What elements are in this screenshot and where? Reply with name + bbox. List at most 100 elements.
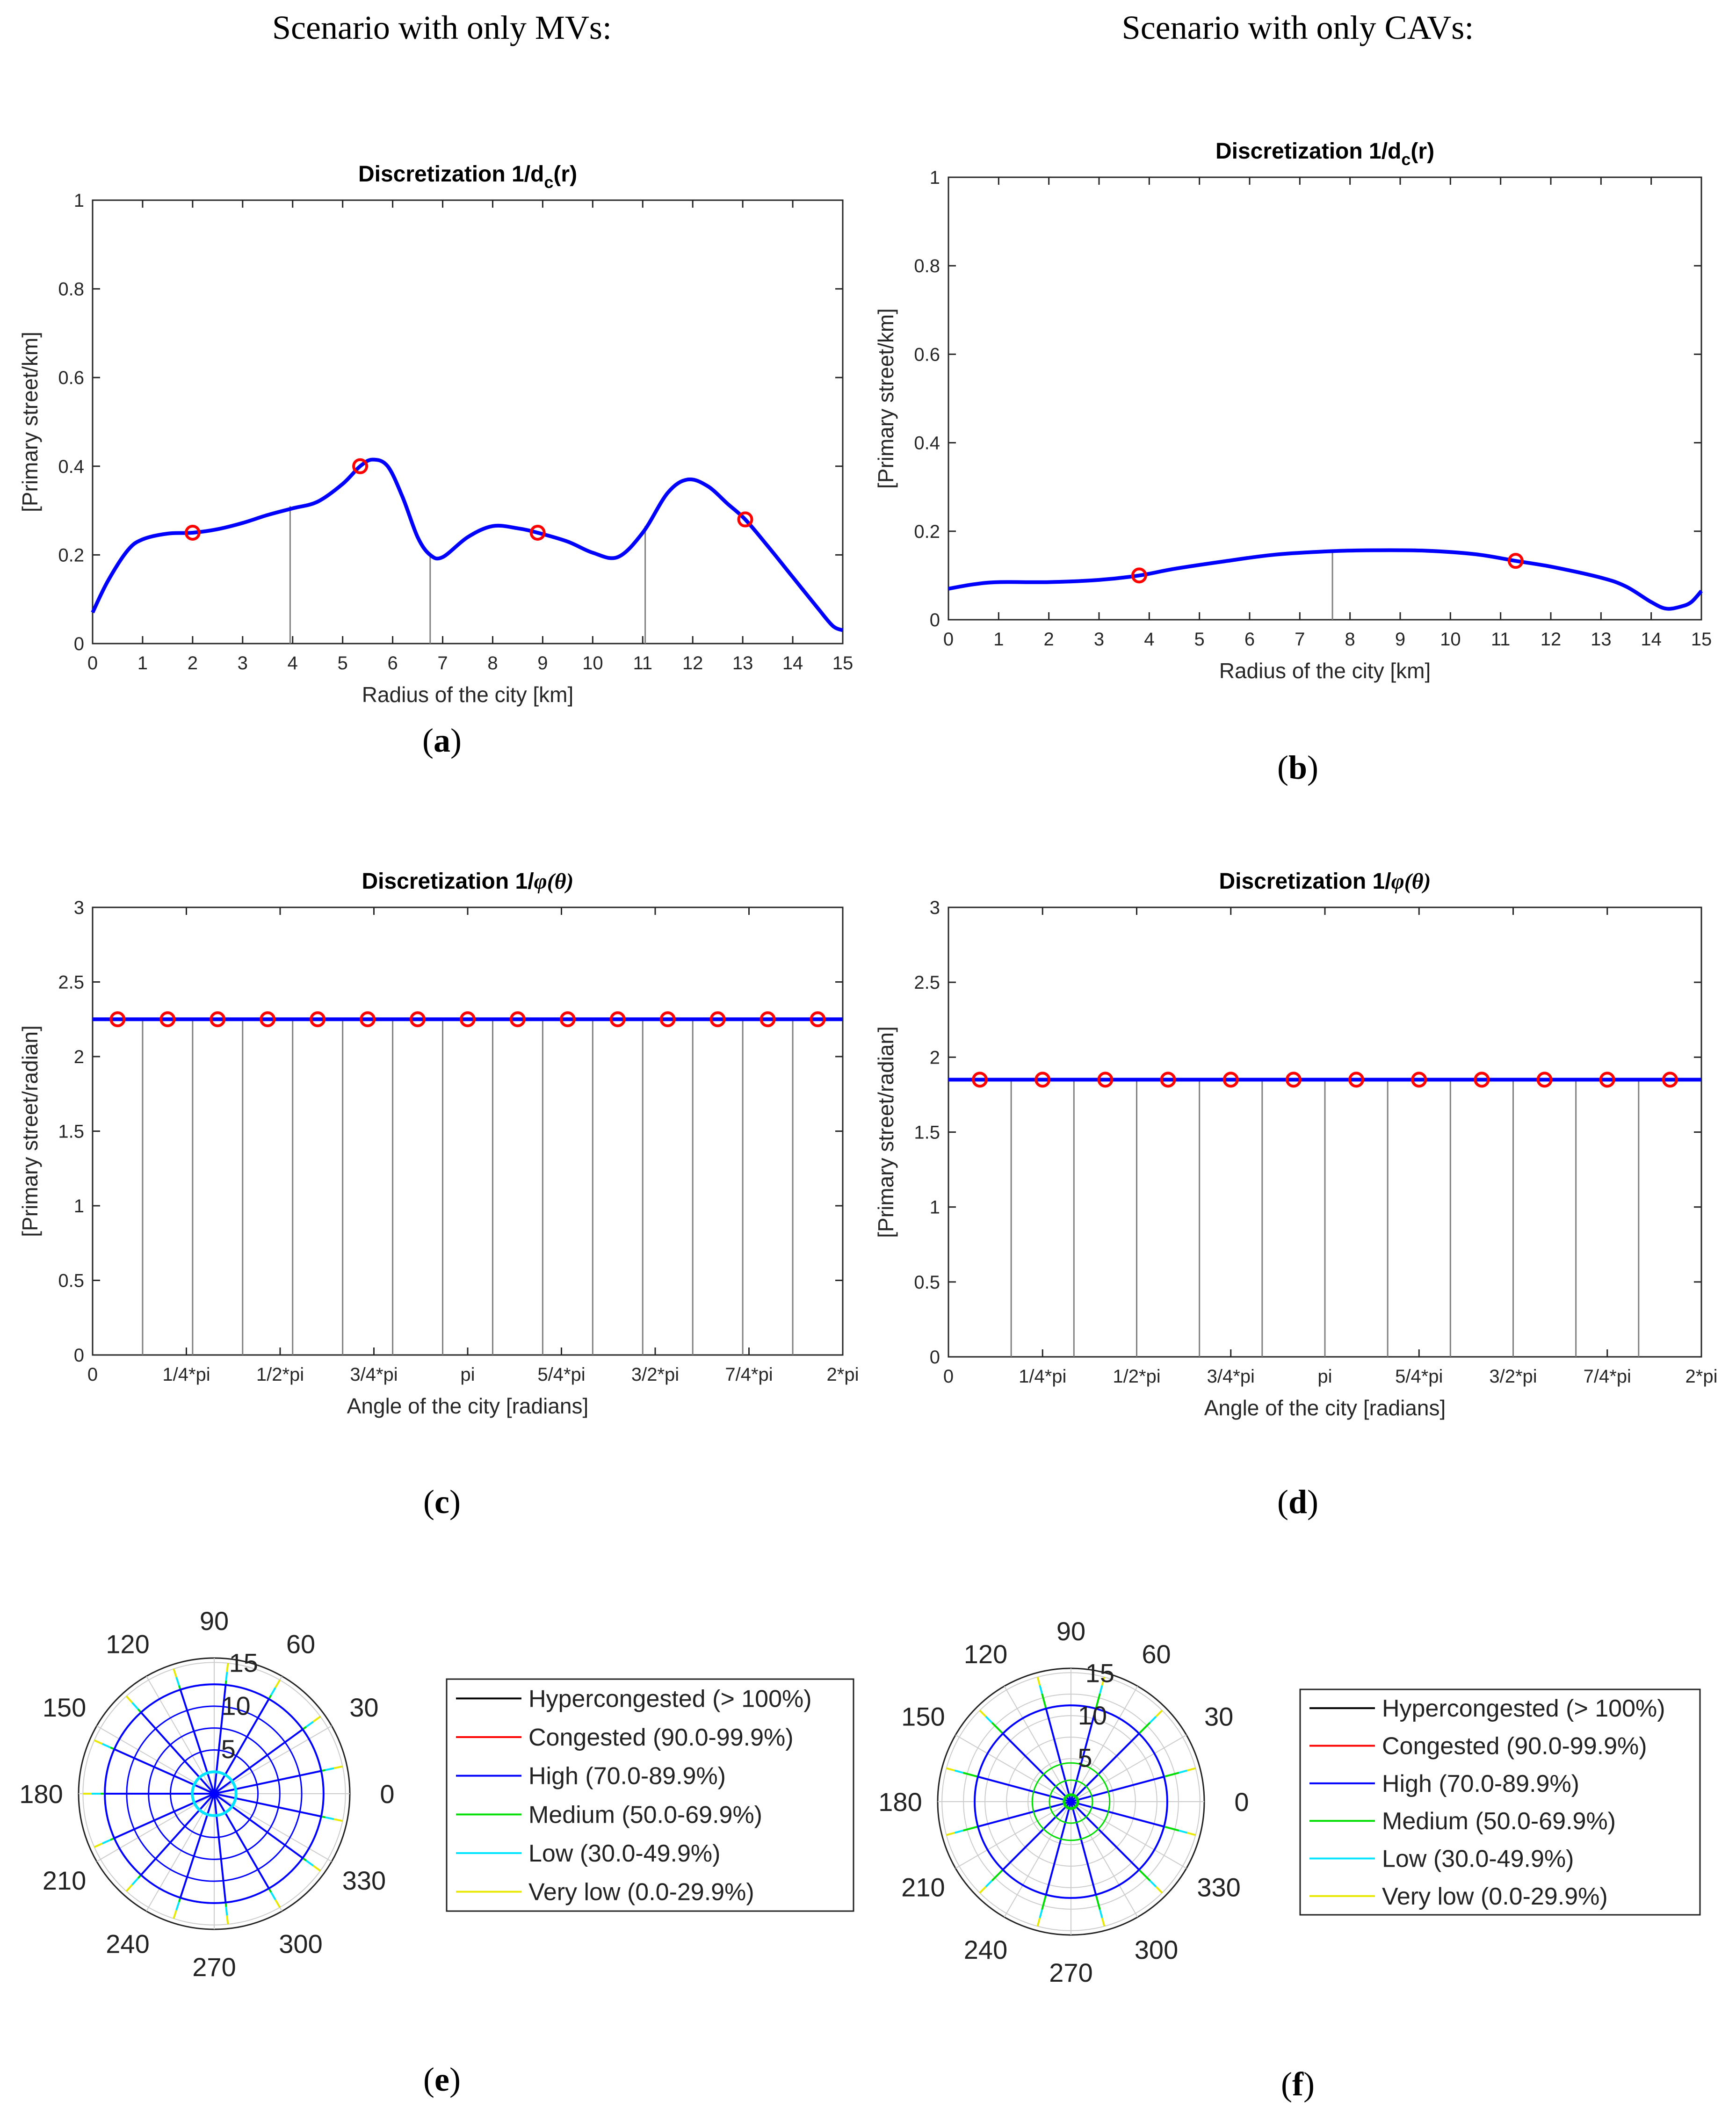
series-line: [948, 548, 1703, 611]
legend-entry-label: Low (30.0-49.9%): [528, 1840, 720, 1867]
y-tick-label: 0.8: [58, 279, 84, 300]
x-tick-label: 3: [1094, 629, 1104, 650]
polar-data-spoke: [1138, 1722, 1151, 1734]
polar-angle-label: 120: [106, 1630, 149, 1659]
polar-ring-street: [1049, 1779, 1093, 1824]
paren: ): [449, 2061, 461, 2098]
x-tick-label: 11: [1491, 629, 1511, 650]
y-tick-label: 3: [930, 898, 940, 918]
polar-data-spoke: [1101, 1918, 1106, 1927]
polar-data-spoke: [275, 1679, 281, 1688]
polar-data-spoke: [125, 1884, 133, 1892]
y-tick-label: 0.2: [914, 522, 940, 542]
x-tick-label: 1/2*pi: [256, 1364, 304, 1385]
polar-data-spoke: [131, 1702, 139, 1710]
y-axis-label: [Primary street/km]: [18, 332, 42, 512]
polar-data-spoke: [1039, 1909, 1043, 1919]
polar-data-spoke: [305, 1860, 314, 1867]
data-marker: [737, 511, 753, 528]
x-axis-label: Angle of the city [radians]: [347, 1394, 589, 1418]
polar-data-spoke: [991, 1722, 1004, 1734]
y-tick-label: 0.8: [914, 256, 940, 276]
polar-data-spoke: [1041, 1894, 1047, 1910]
polar-data-spoke: [125, 1695, 133, 1703]
scenario-left-heading: Scenario with only MVs:: [272, 9, 612, 46]
polar-data-spoke: [312, 1865, 321, 1872]
polar-data-spoke: [175, 1677, 180, 1686]
x-tick-label: 0: [943, 629, 954, 650]
polar-data-spoke: [1045, 1801, 1072, 1895]
data-marker: [1285, 1072, 1302, 1088]
legend-entry-label: Low (30.0-49.9%): [1382, 1846, 1574, 1873]
series-line: [91, 457, 844, 632]
x-tick-label: 7/4*pi: [725, 1364, 773, 1385]
polar-data-spoke: [977, 1801, 1071, 1828]
x-tick-label: 0: [943, 1366, 954, 1387]
polar-angle-label: 0: [1234, 1787, 1249, 1817]
polar-data-spoke: [325, 1767, 334, 1771]
data-marker: [1411, 1072, 1427, 1088]
polar-data-spoke: [1138, 1869, 1151, 1882]
polar-grid-spoke: [1071, 1801, 1138, 1918]
y-axis-label: [Primary street/radian]: [874, 1026, 898, 1238]
x-tick-label: 2*pi: [1685, 1366, 1718, 1387]
polar-angle-label: 90: [1056, 1616, 1085, 1646]
x-tick-label: 3/2*pi: [631, 1364, 679, 1385]
data-marker: [460, 1011, 476, 1028]
polar-data-spoke: [101, 1743, 111, 1748]
polar-radial-label: 5: [221, 1734, 236, 1764]
polar-data-spoke: [140, 1711, 215, 1795]
polar-angle-label: 180: [19, 1779, 63, 1809]
polar-angle-label: 270: [1049, 1958, 1092, 1987]
polar-data-spoke: [101, 1839, 111, 1845]
x-tick-label: 14: [782, 653, 803, 674]
y-tick-label: 1: [74, 190, 84, 211]
panel-b-radius-chart: 0 1 2 3 4 5 6 7 8 9 10 11 12 13 14 1500.20.40.60.81Radi…: [874, 139, 1712, 683]
data-marker: [109, 1011, 126, 1028]
polar-data-spoke: [954, 1769, 963, 1774]
legend-entry-label: Medium (50.0-69.9%): [528, 1801, 762, 1828]
polar-data-spoke: [305, 1721, 314, 1728]
polar-angle-label: 30: [1204, 1702, 1233, 1731]
polar-data-spoke: [179, 1689, 215, 1794]
x-tick-label: 5/4*pi: [537, 1364, 585, 1385]
polar-angle-label: 240: [964, 1935, 1007, 1964]
data-marker: [1599, 1072, 1615, 1088]
polar-data-spoke: [979, 1886, 987, 1894]
paren: (: [423, 2061, 434, 2098]
polar-angle-label: 180: [878, 1787, 922, 1817]
y-tick-label: 1: [74, 1196, 84, 1217]
x-tick-label: 11: [633, 653, 653, 674]
x-tick-label: 5/4*pi: [1395, 1366, 1443, 1387]
panel-d-angle-chart: 0 1/4*pi 1/2*pi 3/4*pi pi 5/4*pi 3/2*pi 7/4*pi 2…: [874, 869, 1717, 1420]
polar-radial-label: 5: [1078, 1743, 1092, 1772]
paren: (: [1281, 2065, 1292, 2103]
polar-grid-spoke: [955, 1801, 1071, 1869]
polar-data-spoke: [175, 1901, 180, 1911]
polar-data-spoke: [1070, 1708, 1097, 1802]
chart-title: Discretization 1/dc(r): [358, 162, 577, 192]
x-axis-label: Radius of the city [km]: [362, 682, 574, 707]
x-tick-label: 5: [338, 653, 348, 674]
title-phi-symbol: φ: [1391, 869, 1404, 894]
polar-data-spoke: [1071, 1775, 1165, 1803]
polar-grid-spoke: [1071, 1801, 1187, 1869]
title-tail: (r): [553, 162, 577, 187]
polar-data-spoke: [94, 1842, 103, 1848]
title-subscript: c: [544, 173, 553, 192]
polar-data-spoke: [985, 1716, 993, 1724]
data-marker: [509, 1011, 526, 1028]
polar-data-spoke: [979, 1710, 987, 1717]
x-axis-label: Radius of the city [km]: [1219, 659, 1431, 683]
polar-radial-label: 15: [1085, 1658, 1114, 1688]
paren: (: [1277, 749, 1288, 786]
x-tick-label: 3/4*pi: [350, 1364, 398, 1385]
title-tail: (θ): [547, 869, 574, 894]
polar-ring-street: [148, 1727, 281, 1860]
polar-data-spoke: [946, 1767, 955, 1772]
polar-data-spoke: [270, 1687, 276, 1696]
polar-grid-spoke: [1071, 1686, 1138, 1802]
panel-letter: f: [1292, 2065, 1304, 2103]
polar-data-spoke: [1036, 1918, 1041, 1927]
